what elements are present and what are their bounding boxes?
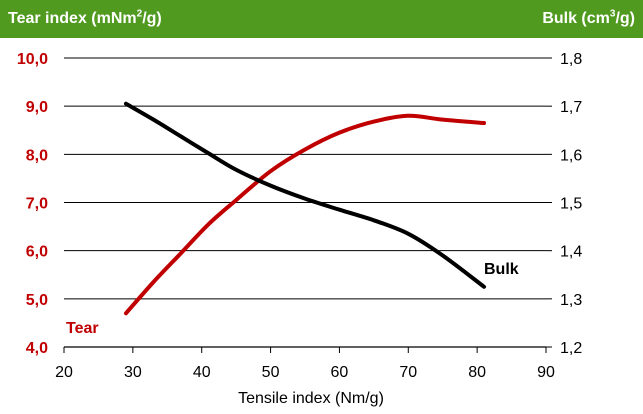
left-axis-tick-label: 8,0 [26,147,48,164]
right-axis-title-superscript: 3 [609,8,616,20]
right-axis-tick-label: 1,2 [560,340,582,357]
left-axis-title-prefix: Tear index (mNm [8,10,137,27]
x-axis-tick-label: 60 [331,364,349,381]
right-axis-tick-label: 1,3 [560,292,582,309]
bulk-series-label: Bulk [484,261,519,278]
right-axis-tick-label: 1,7 [560,99,582,116]
x-axis-tick-label: 80 [468,364,486,381]
left-axis-tick-label: 10,0 [17,51,48,68]
right-axis-tick-label: 1,6 [560,147,582,164]
label-layer: 4,0 5,0 6,0 7,0 8,0 9,0 10,0 1,2 1,3 1,4 1,5 1,6 1,7… [17,51,582,407]
right-axis-title-suffix: /g) [615,10,635,27]
x-axis-tick-label: 70 [399,364,417,381]
right-axis-title: Bulk (cm3/g) [542,8,635,28]
x-axis-tick-label: 20 [55,364,73,381]
x-axis-title: Tensile index (Nm/g) [238,390,384,407]
left-axis-title-superscript: 2 [136,8,143,20]
left-axis-tick-label: 4,0 [26,340,48,357]
x-axis-tick-label: 30 [124,364,142,381]
left-axis-tick-label: 9,0 [26,99,48,116]
tear-series-label: Tear [66,320,99,337]
left-axis-title: Tear index (mNm2/g) [8,8,162,28]
left-axis-tick-label: 6,0 [26,244,48,261]
series-layer [123,101,487,316]
right-axis-title-prefix: Bulk (cm [542,10,610,27]
right-axis-tick-label: 1,8 [560,51,582,68]
x-axis-tick-label: 50 [262,364,280,381]
x-axis-tick-label: 40 [193,364,211,381]
x-axis-tick-label: 90 [537,364,555,381]
axis-layer [63,57,552,353]
bulk-series-line [123,101,487,289]
tear-series-line [123,113,487,316]
left-axis-tick-label: 5,0 [26,292,48,309]
right-axis-tick-label: 1,4 [560,244,582,261]
left-axis-title-suffix: /g) [142,10,162,27]
left-axis-tick-label: 7,0 [26,196,48,213]
chart-header-bar: Tear index (mNm2/g) Bulk (cm3/g) [0,0,643,38]
right-axis-tick-label: 1,5 [560,196,582,213]
